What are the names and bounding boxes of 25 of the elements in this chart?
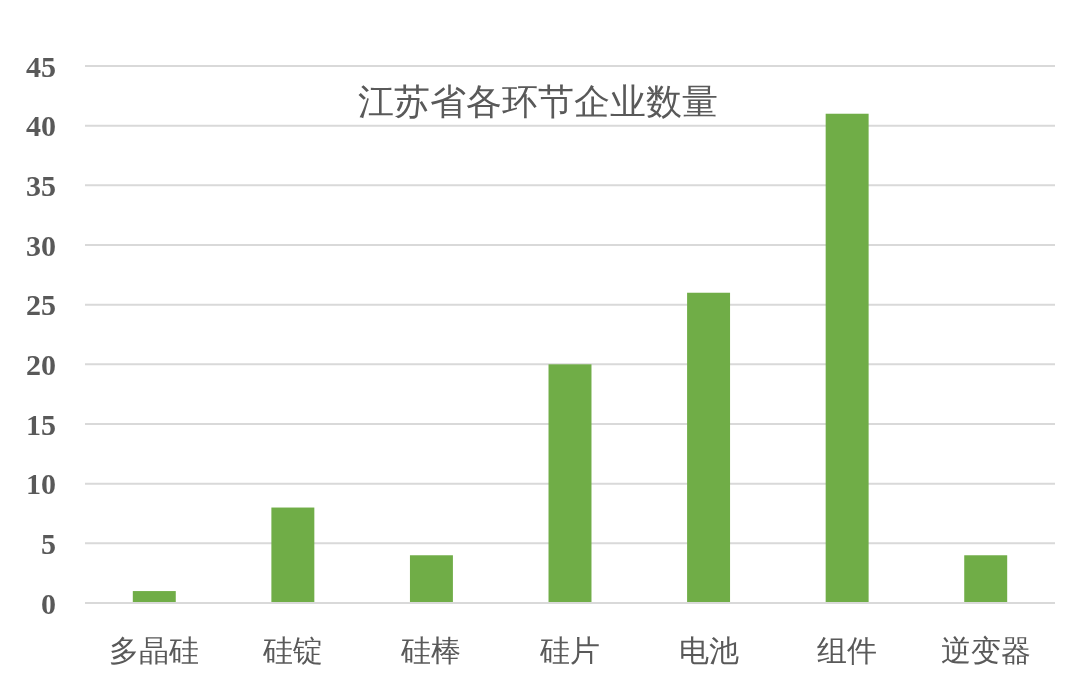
y-tick-label: 25 [26, 288, 56, 322]
bar [825, 113, 869, 603]
y-tick-label: 40 [26, 109, 56, 143]
y-tick-label: 30 [26, 228, 56, 262]
y-tick-label: 10 [26, 467, 56, 501]
bar [132, 591, 176, 603]
x-tick-label: 硅棒 [400, 632, 462, 668]
x-tick-label: 电池 [678, 632, 739, 668]
x-tick-label: 组件 [817, 632, 878, 668]
bar [271, 507, 315, 603]
bar [687, 292, 731, 603]
x-tick-label: 硅锭 [261, 632, 323, 668]
bar [409, 555, 453, 603]
y-tick-label: 20 [26, 347, 56, 381]
y-tick-label: 0 [41, 586, 56, 620]
x-tick-label: 多晶硅 [109, 632, 200, 668]
chart-title: 江苏省各环节企业数量 [358, 80, 718, 122]
x-tick-label: 逆变器 [940, 632, 1031, 668]
bar [964, 555, 1008, 603]
y-tick-label: 5 [41, 526, 56, 560]
bar [548, 364, 592, 603]
x-tick-label: 硅片 [539, 632, 600, 668]
y-tick-label: 35 [26, 168, 56, 202]
y-tick-label: 15 [26, 407, 56, 441]
y-tick-label: 45 [26, 49, 56, 83]
